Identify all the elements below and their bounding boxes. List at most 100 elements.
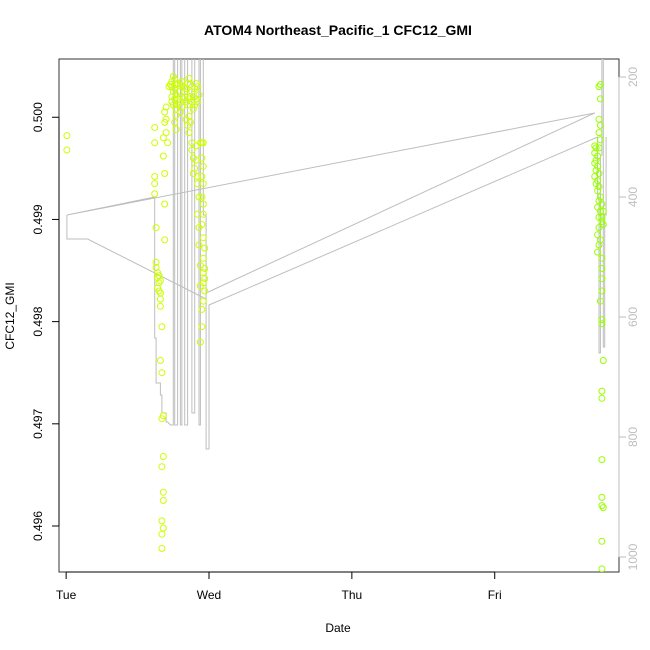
data-point [189,105,197,113]
data-point [161,200,169,208]
data-point [186,118,194,126]
data-point [199,269,207,277]
data-point [594,187,602,195]
data-point [599,504,607,512]
data-point [194,180,202,188]
data-point [63,132,71,140]
y-tick-label: 0.496 [31,511,45,541]
data-point [196,338,204,346]
data-point [192,142,200,150]
data-point [156,289,164,297]
data-point [199,254,207,262]
data-point [598,254,606,262]
data-point [591,173,599,180]
data-point [595,129,603,137]
data-point [156,277,164,285]
y-tick-label: 0.498 [31,306,45,336]
data-point [182,85,190,93]
data-point [598,565,606,572]
data-point [151,139,159,147]
data-point [598,320,606,328]
data-point [164,139,172,147]
data-point [158,369,166,377]
data-point [198,221,206,228]
data-point [199,234,207,242]
data-point [598,493,606,501]
data-point [595,115,603,123]
data-point [594,231,602,239]
data-point [596,236,604,244]
data-point [198,305,206,313]
data-point [598,200,606,208]
data-point [598,537,606,545]
data-point [156,295,164,303]
data-point [191,164,199,172]
data-point [161,236,169,244]
data-point [595,183,603,191]
data-point [591,142,599,150]
data-point [159,453,167,460]
data-point [155,287,163,295]
data-point [596,95,604,103]
data-point [595,83,603,91]
data-point [151,173,159,180]
x-tick-label: Thu [342,588,363,602]
data-point [598,316,606,324]
data-point [201,287,209,295]
data-point [201,265,209,272]
data-point [592,144,600,152]
data-point [598,456,606,464]
data-point [152,264,160,271]
data-point [156,302,164,310]
data-point [198,154,206,162]
data-point [195,193,203,201]
depth-line-path [66,59,607,450]
data-point [198,193,206,201]
data-point [199,210,207,218]
y2-axis-right: 200 400 600 800 1000 [618,67,640,570]
x-tick-label: Fri [488,588,502,602]
data-point [152,258,160,266]
y-tick-label: 0.499 [31,204,45,234]
data-point [201,244,209,252]
data-point [155,272,163,280]
data-point [172,81,180,88]
data-point [159,488,167,496]
data-point [185,129,193,137]
data-point [194,210,202,218]
plot-frame [58,58,620,573]
data-point [198,323,206,331]
data-point [194,83,202,91]
data-point [599,221,607,228]
data-point [159,497,167,504]
data-point [158,517,166,525]
data-point [172,111,180,119]
data-point [595,144,603,152]
data-point [599,357,607,364]
x-tick-label: Wed [197,588,221,602]
y-tick-label: 0.500 [31,102,45,132]
data-point [201,275,209,283]
y2-tick-label: 800 [626,427,640,447]
y2-tick-label: 1000 [626,543,640,570]
data-point [598,387,606,395]
data-point [161,170,169,177]
y2-tick-label: 200 [626,67,640,87]
data-point [199,297,207,305]
data-point [188,146,196,154]
data-point [598,265,606,272]
data-point [158,545,166,552]
x-tick-label: Tue [56,588,77,602]
data-point [162,129,170,137]
data-point [159,152,167,160]
data-point [596,136,604,144]
data-point [199,180,207,188]
data-point [172,126,180,133]
data-point [596,121,604,129]
data-point [194,98,202,106]
depth-line [66,59,607,450]
data-point [155,279,163,287]
data-point [594,152,602,160]
y2-tick-label: 400 [626,187,640,207]
